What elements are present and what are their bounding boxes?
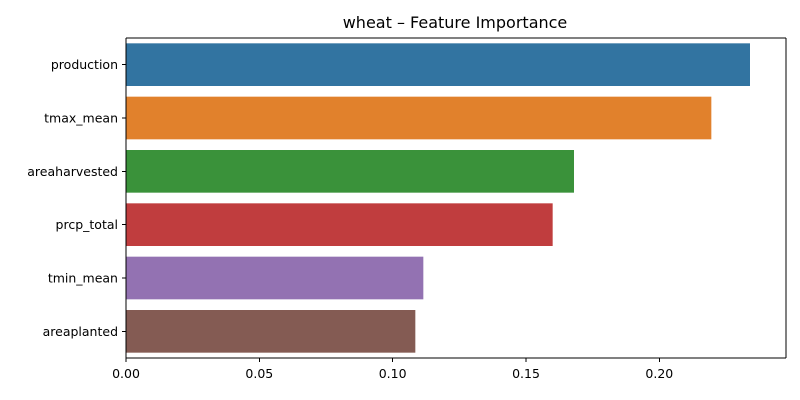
x-axis: 0.00 0.05 0.10 0.15 0.20 xyxy=(112,358,673,381)
chart-title: wheat – Feature Importance xyxy=(343,13,568,32)
x-tick-label: 0.15 xyxy=(512,366,540,381)
y-tick-label: prcp_total xyxy=(56,217,118,232)
bar-tmin_mean xyxy=(126,256,424,300)
y-tick-label: areaharvested xyxy=(27,164,118,179)
x-tick-label: 0.10 xyxy=(379,366,407,381)
bar-production xyxy=(126,43,750,86)
bar-prcp_total xyxy=(126,203,553,246)
y-tick-label: tmax_mean xyxy=(44,111,118,126)
y-axis: production tmax_mean areaharvested prcp_tot… xyxy=(27,57,126,339)
bar-tmax_mean xyxy=(126,96,712,140)
bar-areaharvested xyxy=(126,150,574,193)
y-tick-label: production xyxy=(51,57,118,72)
x-tick-label: 0.00 xyxy=(112,366,140,381)
y-tick-label: tmin_mean xyxy=(48,271,118,286)
bars-group xyxy=(126,43,750,353)
y-tick-label: areaplanted xyxy=(43,324,118,339)
x-tick-label: 0.20 xyxy=(645,366,673,381)
bar-areaplanted xyxy=(126,310,416,353)
axes-frame xyxy=(125,37,787,359)
x-tick-label: 0.05 xyxy=(245,366,273,381)
